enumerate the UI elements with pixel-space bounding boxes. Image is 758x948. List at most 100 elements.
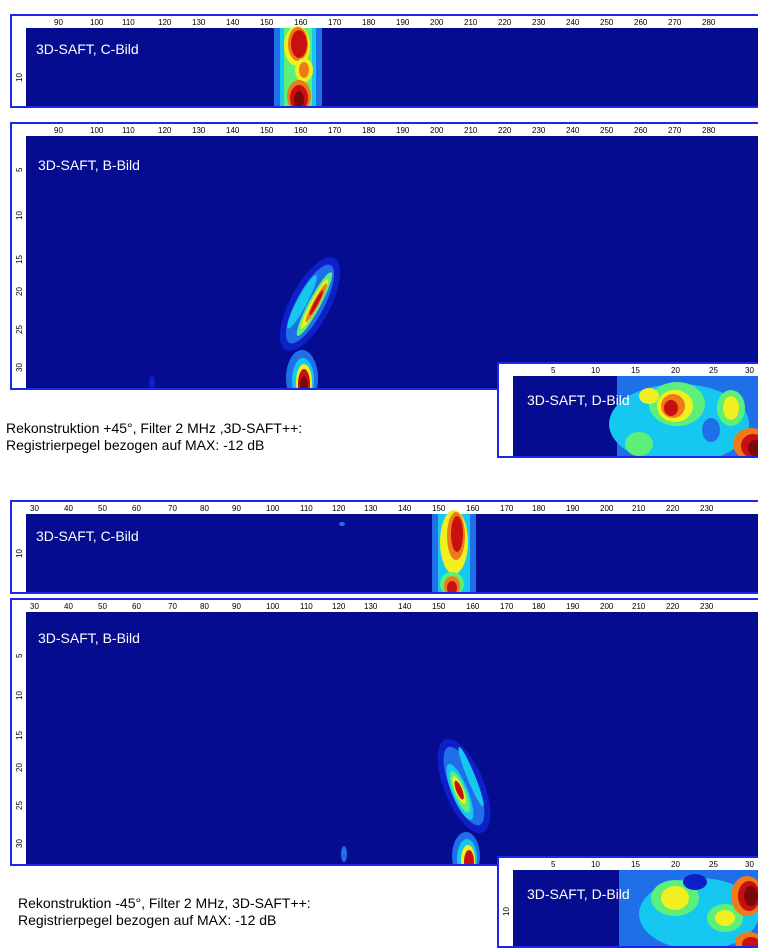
x-tick: 240 xyxy=(566,126,580,135)
x-tick: 30 xyxy=(745,366,754,375)
x-tick: 200 xyxy=(430,126,444,135)
x-tick: 100 xyxy=(266,602,280,611)
x-tick: 170 xyxy=(328,18,342,27)
x-tick: 130 xyxy=(192,18,206,27)
s1-b-bild-title: 3D-SAFT, B-Bild xyxy=(38,157,140,173)
x-tick: 270 xyxy=(668,126,682,135)
y-tick: 5 xyxy=(15,167,24,172)
s1-caption-line1: Rekonstruktion +45°, Filter 2 MHz ,3D-SA… xyxy=(6,420,302,437)
s2-caption-line1: Rekonstruktion -45°, Filter 2 MHz, 3D-SA… xyxy=(18,895,311,912)
x-tick: 210 xyxy=(464,126,478,135)
x-tick: 30 xyxy=(745,860,754,869)
s2-b-bild-title: 3D-SAFT, B-Bild xyxy=(38,630,140,646)
y-tick: 10 xyxy=(15,211,24,220)
y-tick: 25 xyxy=(15,325,24,334)
x-tick: 160 xyxy=(294,18,308,27)
s1-d-bild-image: 5 10 15 20 25 30 xyxy=(499,364,758,458)
x-tick: 210 xyxy=(632,504,646,513)
x-tick: 230 xyxy=(700,602,714,611)
x-tick: 100 xyxy=(90,18,104,27)
x-tick: 100 xyxy=(266,504,280,513)
x-tick: 90 xyxy=(54,18,63,27)
s2-c-bild-x-ticks: 30 40 50 60 70 80 90 100 110 120 130 140… xyxy=(30,504,714,513)
s1-d-bild-echo xyxy=(609,376,758,458)
x-tick: 160 xyxy=(466,602,480,611)
x-tick: 260 xyxy=(634,126,648,135)
x-tick: 230 xyxy=(532,18,546,27)
y-tick: 10 xyxy=(15,73,24,82)
x-tick: 190 xyxy=(566,504,580,513)
x-tick: 25 xyxy=(709,860,718,869)
x-tick: 25 xyxy=(709,366,718,375)
x-tick: 140 xyxy=(226,18,240,27)
x-tick: 40 xyxy=(64,602,73,611)
x-tick: 180 xyxy=(362,126,376,135)
x-tick: 110 xyxy=(122,18,135,27)
s1-d-bild-panel: 5 10 15 20 25 30 3D-SAFT, D-Bild xyxy=(497,362,758,458)
x-tick: 220 xyxy=(666,602,680,611)
s2-c-bild-title: 3D-SAFT, C-Bild xyxy=(36,528,139,544)
x-tick: 130 xyxy=(364,504,378,513)
s1-c-bild-panel: 90 100 110 120 130 140 150 160 170 180 1… xyxy=(10,14,758,108)
x-tick: 140 xyxy=(398,504,412,513)
x-tick: 190 xyxy=(396,126,410,135)
x-tick: 200 xyxy=(430,18,444,27)
x-tick: 110 xyxy=(300,504,313,513)
x-tick: 140 xyxy=(398,602,412,611)
x-tick: 50 xyxy=(98,602,107,611)
x-tick: 20 xyxy=(671,860,680,869)
x-tick: 250 xyxy=(600,126,614,135)
s2-c-bild-image: 30 40 50 60 70 80 90 100 110 120 130 140… xyxy=(12,502,758,594)
x-tick: 70 xyxy=(168,504,177,513)
x-tick: 30 xyxy=(30,504,39,513)
x-tick: 150 xyxy=(260,126,274,135)
x-tick: 240 xyxy=(566,18,580,27)
s2-d-bild-echo xyxy=(619,870,758,948)
y-tick: 30 xyxy=(15,839,24,848)
x-tick: 10 xyxy=(591,366,600,375)
x-tick: 90 xyxy=(232,504,241,513)
x-tick: 200 xyxy=(600,602,614,611)
s2-c-bild-panel: 30 40 50 60 70 80 90 100 110 120 130 140… xyxy=(10,500,758,594)
x-tick: 30 xyxy=(30,602,39,611)
x-tick: 60 xyxy=(132,602,141,611)
s2-b-bild-panel: 30 40 50 60 70 80 90 100 110 120 130 140… xyxy=(10,598,758,866)
s1-c-bild-image: 90 100 110 120 130 140 150 160 170 180 1… xyxy=(12,16,758,108)
x-tick: 90 xyxy=(54,126,63,135)
s2-d-bild-title: 3D-SAFT, D-Bild xyxy=(527,886,630,902)
s2-caption: Rekonstruktion -45°, Filter 2 MHz, 3D-SA… xyxy=(18,895,311,929)
x-tick: 120 xyxy=(158,126,172,135)
x-tick: 130 xyxy=(192,126,206,135)
x-tick: 170 xyxy=(328,126,342,135)
x-tick: 80 xyxy=(200,504,209,513)
x-tick: 110 xyxy=(300,602,313,611)
x-tick: 170 xyxy=(500,602,514,611)
y-tick: 10 xyxy=(502,907,511,916)
x-tick: 220 xyxy=(498,126,512,135)
s1-caption-line2: Registrierpegel bezogen auf MAX: -12 dB xyxy=(6,437,302,454)
x-tick: 280 xyxy=(702,18,716,27)
x-tick: 160 xyxy=(466,504,480,513)
x-tick: 150 xyxy=(432,504,446,513)
x-tick: 50 xyxy=(98,504,107,513)
x-tick: 200 xyxy=(600,504,614,513)
x-tick: 10 xyxy=(591,860,600,869)
x-tick: 230 xyxy=(532,126,546,135)
x-tick: 260 xyxy=(634,18,648,27)
s2-d-bild-panel: 5 10 15 20 25 30 10 3D-SAFT, D-Bild xyxy=(497,856,758,948)
s1-c-bild-title: 3D-SAFT, C-Bild xyxy=(36,41,139,57)
x-tick: 5 xyxy=(551,366,556,375)
x-tick: 210 xyxy=(632,602,646,611)
x-tick: 180 xyxy=(362,18,376,27)
x-tick: 80 xyxy=(200,602,209,611)
y-tick: 10 xyxy=(15,549,24,558)
x-tick: 150 xyxy=(432,602,446,611)
x-tick: 210 xyxy=(464,18,478,27)
y-tick: 20 xyxy=(15,287,24,296)
x-tick: 15 xyxy=(631,860,640,869)
x-tick: 160 xyxy=(294,126,308,135)
x-tick: 120 xyxy=(332,602,346,611)
y-tick: 15 xyxy=(15,255,24,264)
x-tick: 180 xyxy=(532,602,546,611)
x-tick: 230 xyxy=(700,504,714,513)
